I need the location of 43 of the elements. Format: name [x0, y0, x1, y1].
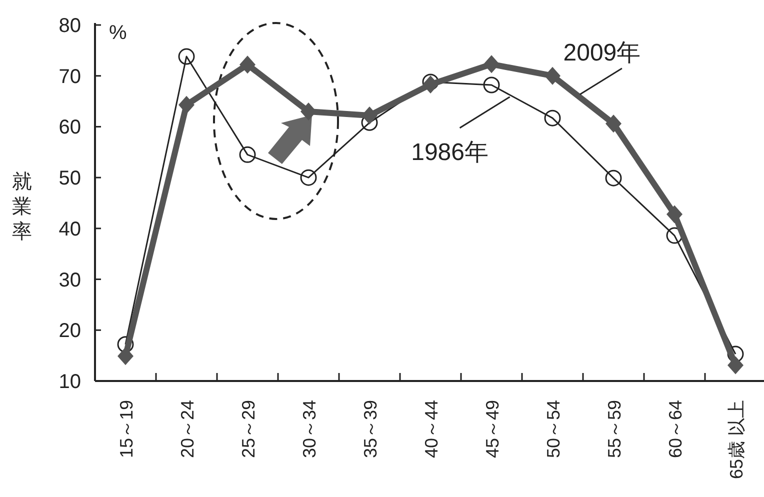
y-tick-label: 60	[58, 116, 81, 139]
point	[240, 56, 256, 74]
y-tick-label: 80	[58, 15, 81, 37]
x-tick-label: 15～19	[116, 400, 136, 458]
point	[178, 96, 194, 114]
point	[666, 205, 682, 224]
point	[544, 66, 560, 85]
point	[728, 356, 744, 374]
point	[606, 114, 622, 133]
x-tick-label: 30～34	[300, 400, 320, 458]
point	[727, 346, 744, 362]
x-tick-label: 40～44	[422, 400, 442, 458]
x-tick-label: 65歳 以上	[726, 400, 746, 480]
point	[422, 74, 439, 90]
point	[544, 110, 561, 126]
point	[178, 48, 195, 65]
x-tick-label: 50～54	[544, 400, 564, 458]
x-tick-label: 25～29	[238, 400, 258, 458]
y-tick-label: 50	[58, 168, 81, 190]
point	[422, 76, 438, 94]
y-tick-label: 20	[58, 320, 81, 342]
point	[484, 55, 500, 74]
y-tick-label: 70	[58, 66, 81, 88]
x-tick-label: 20～24	[178, 400, 198, 458]
series-label: 2009年	[563, 39, 641, 66]
x-tick-label: 60～64	[666, 400, 686, 458]
x-tick-label: 55～59	[604, 400, 624, 458]
x-tick-label: 45～49	[482, 400, 502, 458]
y-tick-label: 10	[58, 371, 81, 393]
y-tick-label: 30	[58, 269, 81, 292]
point	[118, 347, 134, 366]
point	[239, 146, 256, 163]
annotation: %	[109, 22, 127, 44]
point	[483, 76, 500, 94]
legend-label: 1986年	[411, 138, 488, 166]
point	[300, 169, 317, 186]
point	[117, 336, 134, 353]
y-axis-title: 就業率	[12, 171, 32, 243]
y-tick-label: 40	[58, 218, 81, 240]
point	[362, 106, 378, 125]
x-tick-label: 35～39	[360, 400, 380, 458]
point	[605, 170, 622, 186]
point	[300, 102, 316, 120]
